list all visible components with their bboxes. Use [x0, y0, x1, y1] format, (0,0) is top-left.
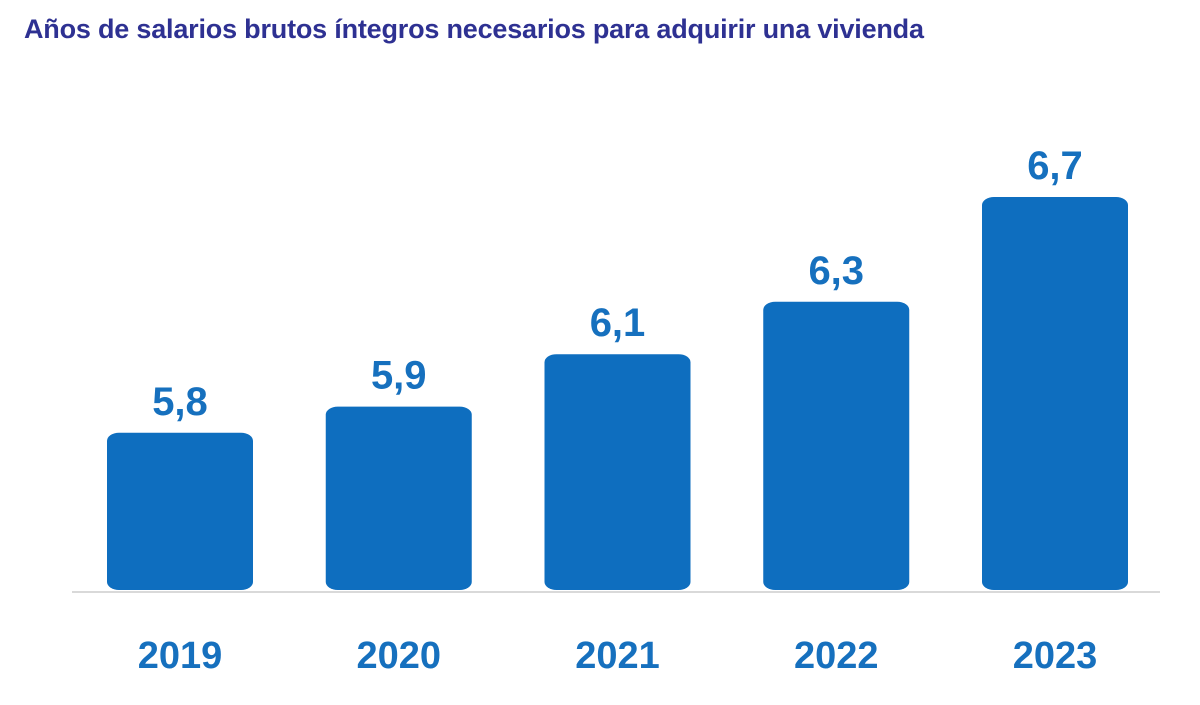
x-tick-label-2019: 2019: [138, 635, 223, 677]
data-label-2021: 6,1: [590, 301, 646, 345]
bar-2021: [544, 354, 691, 590]
data-label-2023: 6,7: [1027, 144, 1083, 188]
data-label-2019: 5,8: [152, 380, 208, 424]
chart-title: Años de salarios brutos íntegros necesar…: [24, 14, 924, 44]
x-tick-label-2020: 2020: [356, 635, 441, 677]
x-tick-label-2023: 2023: [1013, 635, 1098, 677]
bar-2020: [325, 406, 472, 590]
bar-2023: [982, 197, 1128, 590]
data-label-2022: 6,3: [808, 249, 864, 293]
x-tick-label-2021: 2021: [575, 635, 660, 677]
data-label-2020: 5,9: [371, 354, 427, 398]
bar-2019: [107, 432, 253, 590]
x-tick-label-2022: 2022: [794, 635, 879, 677]
bar-2022: [763, 301, 910, 590]
